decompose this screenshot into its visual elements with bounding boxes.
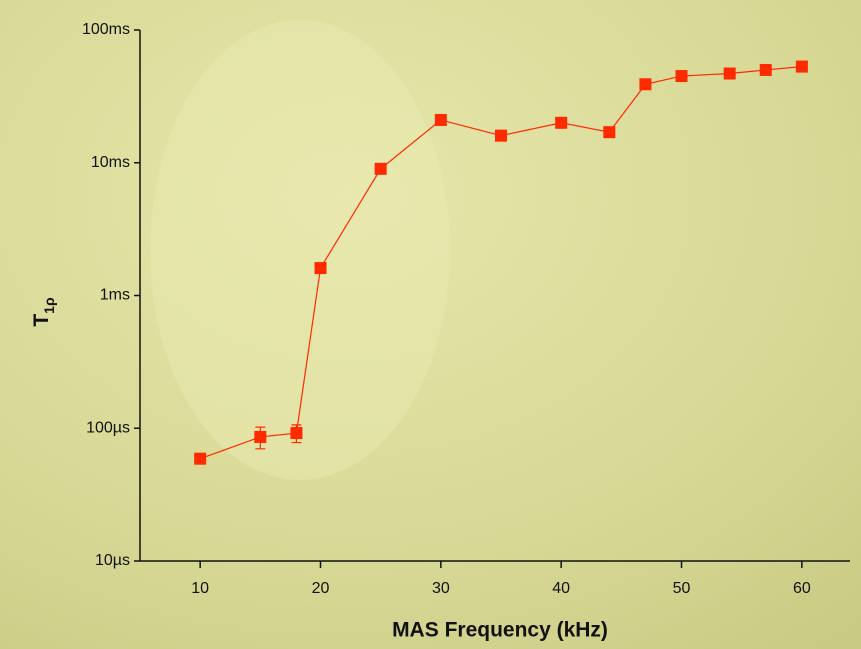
y-axis-title-sub: 1ρ	[41, 297, 57, 314]
data-point	[434, 113, 447, 126]
x-tick-label: 10	[191, 580, 209, 597]
x-tick-label: 50	[673, 580, 691, 597]
data-point	[290, 427, 303, 440]
x-tick-label: 20	[312, 580, 330, 597]
x-tick-label: 30	[432, 580, 450, 597]
data-point	[639, 78, 652, 91]
data-point	[254, 430, 267, 443]
y-tick-label: 100µs	[86, 419, 130, 436]
x-tick-label: 40	[552, 580, 570, 597]
data-point	[603, 126, 616, 139]
data-point	[795, 60, 808, 73]
data-point	[374, 162, 387, 175]
y-tick-label: 10µs	[95, 552, 130, 569]
y-axis-title: T1ρ	[30, 297, 57, 327]
data-point	[314, 262, 327, 275]
y-tick-label: 100ms	[82, 21, 130, 38]
data-point	[555, 116, 568, 129]
data-point	[495, 129, 508, 142]
y-tick-label: 10ms	[91, 154, 130, 171]
x-axis-title: MAS Frequency (kHz)	[392, 619, 608, 642]
y-axis-title-main: T	[30, 314, 53, 327]
data-point	[759, 63, 772, 76]
y-tick-label: 1ms	[100, 287, 130, 304]
x-tick-label: 60	[793, 580, 811, 597]
series-line	[199, 66, 802, 460]
data-point	[675, 70, 688, 83]
background-shape	[150, 20, 450, 480]
data-point	[723, 67, 736, 80]
data-point	[194, 452, 207, 465]
